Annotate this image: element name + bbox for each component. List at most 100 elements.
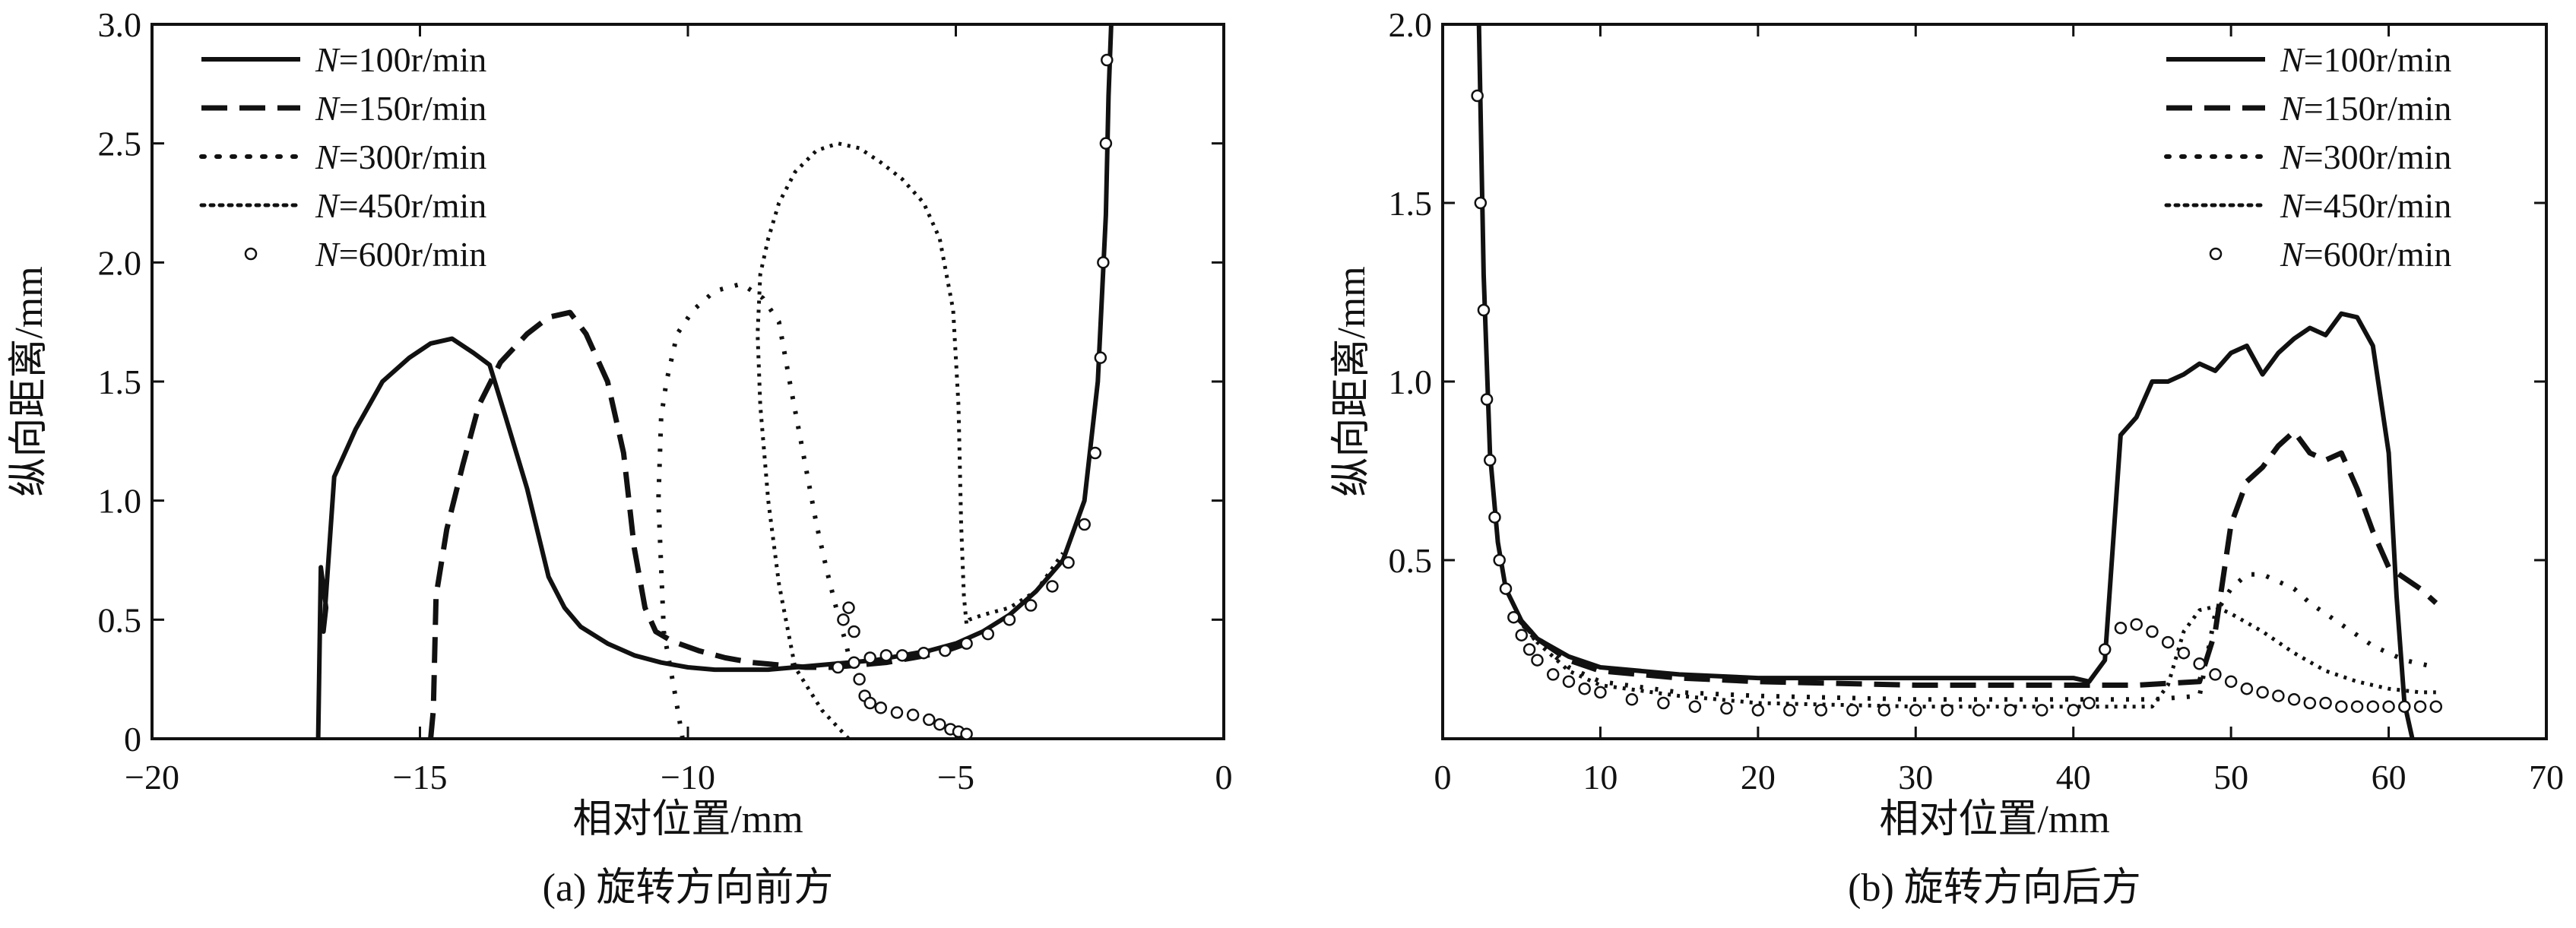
data-point — [832, 660, 844, 674]
data-point — [2366, 700, 2380, 713]
data-point — [2240, 682, 2254, 695]
data-point — [2224, 675, 2238, 689]
data-point — [1483, 454, 1497, 467]
y-tick-label: 2.5 — [98, 125, 142, 163]
x-tick-label: −20 — [125, 758, 179, 797]
y-tick-label: 0 — [124, 720, 141, 759]
data-point — [917, 646, 930, 660]
legend-label: N=450r/min — [2280, 186, 2451, 225]
data-point — [1657, 696, 1670, 710]
x-tick-label: 20 — [1741, 758, 1776, 797]
data-point — [1783, 704, 1796, 717]
chart-a: −20 −15 −10 −5 0 0 0.5 1.0 1.5 2.0 2.5 3.0 相对位置/mm 纵向… — [8, 5, 1233, 910]
data-point — [1499, 582, 1513, 595]
chart-caption: (a) 旋转方向前方 — [543, 866, 834, 910]
y-tick-label: 1.5 — [98, 363, 142, 401]
y-tick-label: 2.0 — [1389, 5, 1433, 44]
x-tick-label: 60 — [2372, 758, 2406, 797]
data-point — [2209, 668, 2222, 681]
data-point — [2004, 704, 2017, 717]
data-point — [2098, 643, 2112, 656]
data-point — [863, 651, 876, 664]
data-point — [2350, 700, 2364, 713]
data-point — [1003, 613, 1016, 626]
data-point — [1488, 511, 1501, 524]
data-point — [2193, 657, 2206, 670]
legend-marker — [2209, 247, 2223, 261]
series-line — [1476, 24, 2415, 739]
data-point — [879, 649, 893, 662]
data-point — [1522, 643, 1536, 656]
y-tick-label: 1.0 — [98, 482, 142, 521]
data-point — [1078, 518, 1091, 531]
data-point — [863, 696, 876, 710]
data-point — [1480, 393, 1494, 406]
x-axis-title: 相对位置/mm — [1879, 798, 2109, 841]
data-point — [1046, 580, 1059, 593]
series-1 — [1511, 429, 2438, 688]
data-point — [2303, 696, 2317, 710]
series-line — [756, 141, 1065, 739]
data-point — [1507, 610, 1520, 624]
data-point — [923, 713, 936, 727]
data-point — [890, 706, 904, 719]
legend-label: N=450r/min — [315, 186, 486, 225]
data-point — [2413, 700, 2427, 713]
legend-label: N=600r/min — [315, 235, 486, 274]
x-tick-label: 50 — [2213, 758, 2248, 797]
data-point — [2398, 700, 2411, 713]
legend-label: N=150r/min — [2280, 89, 2451, 128]
data-point — [1099, 137, 1113, 150]
y-tick-label: 1.5 — [1389, 184, 1433, 223]
series-1 — [428, 309, 968, 739]
legend-label: N=100r/min — [315, 40, 486, 79]
series-0 — [315, 24, 1114, 739]
x-tick-label: 70 — [2529, 758, 2564, 797]
data-point — [1097, 256, 1110, 269]
y-tick-label: 2.0 — [98, 243, 142, 282]
series-3 — [756, 141, 1065, 739]
data-point — [2114, 622, 2128, 635]
data-point — [1562, 675, 1576, 689]
data-point — [1578, 682, 1591, 695]
data-point — [1477, 303, 1491, 317]
legend-label: N=300r/min — [2280, 138, 2451, 176]
x-tick-label: 40 — [2056, 758, 2091, 797]
data-point — [1062, 556, 1075, 569]
data-point — [1594, 686, 1607, 699]
y-tick-label: 3.0 — [98, 5, 142, 44]
data-point — [1474, 196, 1488, 210]
data-point — [960, 637, 973, 650]
series-2 — [1511, 572, 2437, 702]
data-point — [895, 649, 909, 662]
data-point — [1531, 654, 1544, 667]
data-point — [939, 644, 952, 657]
data-point — [2130, 618, 2143, 631]
data-point — [1941, 704, 1954, 717]
data-point — [848, 625, 860, 638]
plot-area — [1471, 24, 2443, 739]
series-0 — [1476, 24, 2415, 739]
data-point — [1094, 351, 1107, 364]
data-point — [1877, 704, 1891, 717]
legend: N=100r/min N=150r/min N=300r/min N=450r/min… — [2164, 40, 2451, 274]
data-point — [842, 601, 855, 614]
data-point — [2335, 700, 2348, 713]
data-point — [2161, 635, 2175, 649]
legend-label: N=600r/min — [2280, 235, 2451, 274]
data-point — [2272, 689, 2285, 702]
data-point — [848, 656, 860, 669]
data-point — [1751, 704, 1765, 717]
data-point — [1088, 446, 1102, 460]
y-tick-label: 0.5 — [98, 600, 142, 639]
series-line — [1511, 429, 2438, 688]
data-point — [906, 708, 920, 721]
data-point — [1625, 693, 1639, 706]
data-point — [960, 727, 973, 739]
x-tick-label: 30 — [1898, 758, 1933, 797]
data-point — [874, 702, 888, 714]
data-point — [2067, 704, 2080, 717]
data-point — [981, 627, 995, 641]
legend-label: N=100r/min — [2280, 40, 2451, 79]
